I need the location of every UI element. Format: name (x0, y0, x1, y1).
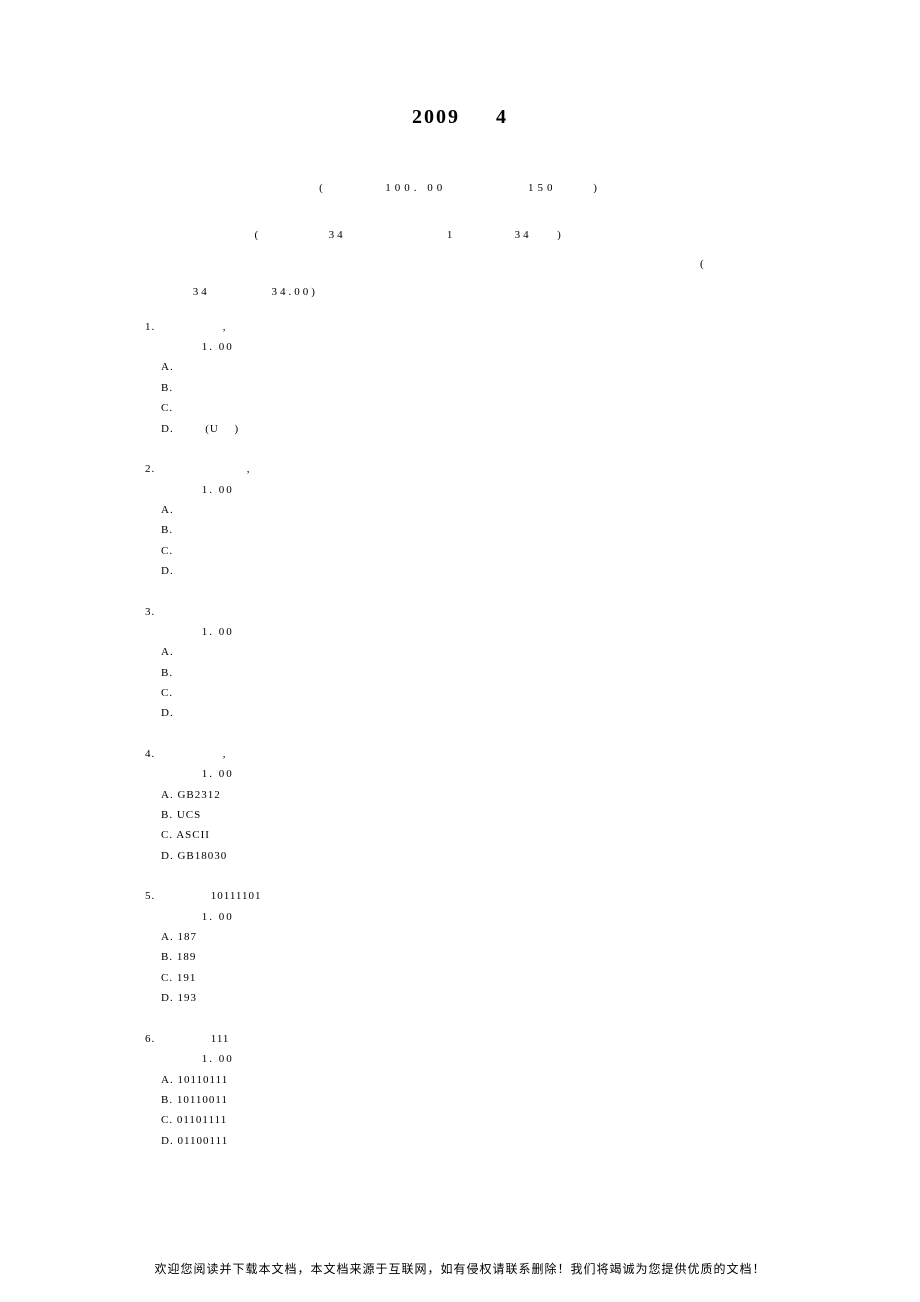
option-label: B. 189 (161, 951, 196, 963)
correct-mark-icon (213, 361, 225, 373)
question-option: C. (145, 541, 775, 561)
option-label: B. 10110011 (161, 1094, 228, 1106)
question-option: A. 187 (145, 927, 775, 947)
option-label: A. (161, 504, 201, 516)
correct-mark-icon (285, 667, 297, 679)
correct-mark-icon (208, 951, 220, 963)
correct-mark-icon (249, 545, 261, 557)
question-option: A. (145, 642, 775, 662)
question-score: 1. 00 (145, 622, 775, 642)
option-label: B. UCS (161, 809, 201, 821)
question-option: D. 01100111 (145, 1131, 775, 1151)
question-score: 1. 00 (145, 337, 775, 357)
option-label: B. (161, 667, 273, 679)
option-label: C. ASCII (161, 829, 210, 841)
question-option: B. 189 (145, 947, 775, 967)
question-option: C. (145, 683, 775, 703)
question-option: C. ASCII (145, 825, 775, 845)
question-analysis (145, 866, 775, 886)
question-score: 1. 00 (145, 480, 775, 500)
question-option: D. (145, 703, 775, 723)
section-header: ( 34 1 34 ) ( 34 34.00) (145, 221, 775, 307)
option-label: D. 01100111 (161, 1135, 228, 1147)
question-block: 3. 1. 00 A. B. C. D. (145, 602, 775, 744)
question-score: 1. 00 (145, 1049, 775, 1069)
question-block: 1. , 1. 00 A. B. C. D. (U ) (145, 317, 775, 459)
option-label: A. GB2312 (161, 789, 221, 801)
option-label: B. (161, 382, 201, 394)
question-text: 2. , (145, 459, 775, 479)
page-content: 2009 4 ( 100. 00 150 ) ( 34 1 34 ) ( (0, 0, 920, 1191)
question-option: D. (U ) (145, 419, 775, 439)
question-text: 3. (145, 602, 775, 622)
question-option: C. 191 (145, 968, 775, 988)
question-option: B. (145, 520, 775, 540)
question-option: D. (145, 561, 775, 581)
question-text: 5. 10111101 (145, 886, 775, 906)
option-label: B. (161, 524, 201, 536)
option-label: D. GB18030 (161, 850, 227, 862)
exam-subtitle: ( 100. 00 150 ) (145, 179, 775, 195)
question-score: 1. 00 (145, 907, 775, 927)
question-block: 2. , 1. 00 A. B. C. D. (145, 459, 775, 601)
question-block: 6. 111 1. 00 A. 10110111 B. 10110011 C. 01… (145, 1029, 775, 1151)
question-block: 5. 10111101 1. 00 A. 187 B. 189 C. 191 D. … (145, 886, 775, 1028)
option-label: C. 01101111 (161, 1114, 227, 1126)
question-analysis (145, 439, 775, 459)
option-label: C. (161, 545, 237, 557)
question-analysis (145, 1008, 775, 1028)
correct-mark-icon (239, 1114, 251, 1126)
question-option: A. (145, 357, 775, 377)
question-score: 1. 00 (145, 764, 775, 784)
section-line-3: 34 34.00) (145, 278, 775, 307)
question-option: B. (145, 663, 775, 683)
option-label: D. (161, 565, 201, 577)
option-label: C. (161, 402, 201, 414)
question-option: A. 10110111 (145, 1070, 775, 1090)
page-footer: 欢迎您阅读并下载本文档，本文档来源于互联网，如有侵权请联系删除！我们将竭诚为您提… (0, 1260, 920, 1277)
question-option: A. (145, 500, 775, 520)
question-analysis (145, 581, 775, 601)
option-label: A. (161, 361, 201, 373)
question-block: 4. , 1. 00 A. GB2312 B. UCS C. ASCII D. GB… (145, 744, 775, 886)
question-option: A. GB2312 (145, 785, 775, 805)
correct-mark-icon (222, 829, 234, 841)
exam-title: 2009 4 (145, 100, 775, 129)
question-option: C. (145, 398, 775, 418)
question-text: 6. 111 (145, 1029, 775, 1049)
option-label: C. 191 (161, 972, 196, 984)
option-label: D. (161, 707, 225, 719)
question-option: B. (145, 378, 775, 398)
section-line-1: ( 34 1 34 ) (145, 221, 775, 250)
option-label: D. 193 (161, 992, 197, 1004)
option-label: D. (U ) (161, 423, 239, 435)
question-option: C. 01101111 (145, 1110, 775, 1130)
question-option: D. GB18030 (145, 846, 775, 866)
option-label: A. 187 (161, 931, 197, 943)
question-option: D. 193 (145, 988, 775, 1008)
questions-container: 1. , 1. 00 A. B. C. D. (U ) 2. , 1. 00 A… (145, 317, 775, 1151)
question-option: B. 10110011 (145, 1090, 775, 1110)
question-analysis (145, 724, 775, 744)
option-label: C. (161, 687, 225, 699)
section-line-2: ( (145, 250, 775, 279)
question-option: B. UCS (145, 805, 775, 825)
question-text: 1. , (145, 317, 775, 337)
option-label: A. 10110111 (161, 1074, 228, 1086)
option-label: A. (161, 646, 225, 658)
question-text: 4. , (145, 744, 775, 764)
